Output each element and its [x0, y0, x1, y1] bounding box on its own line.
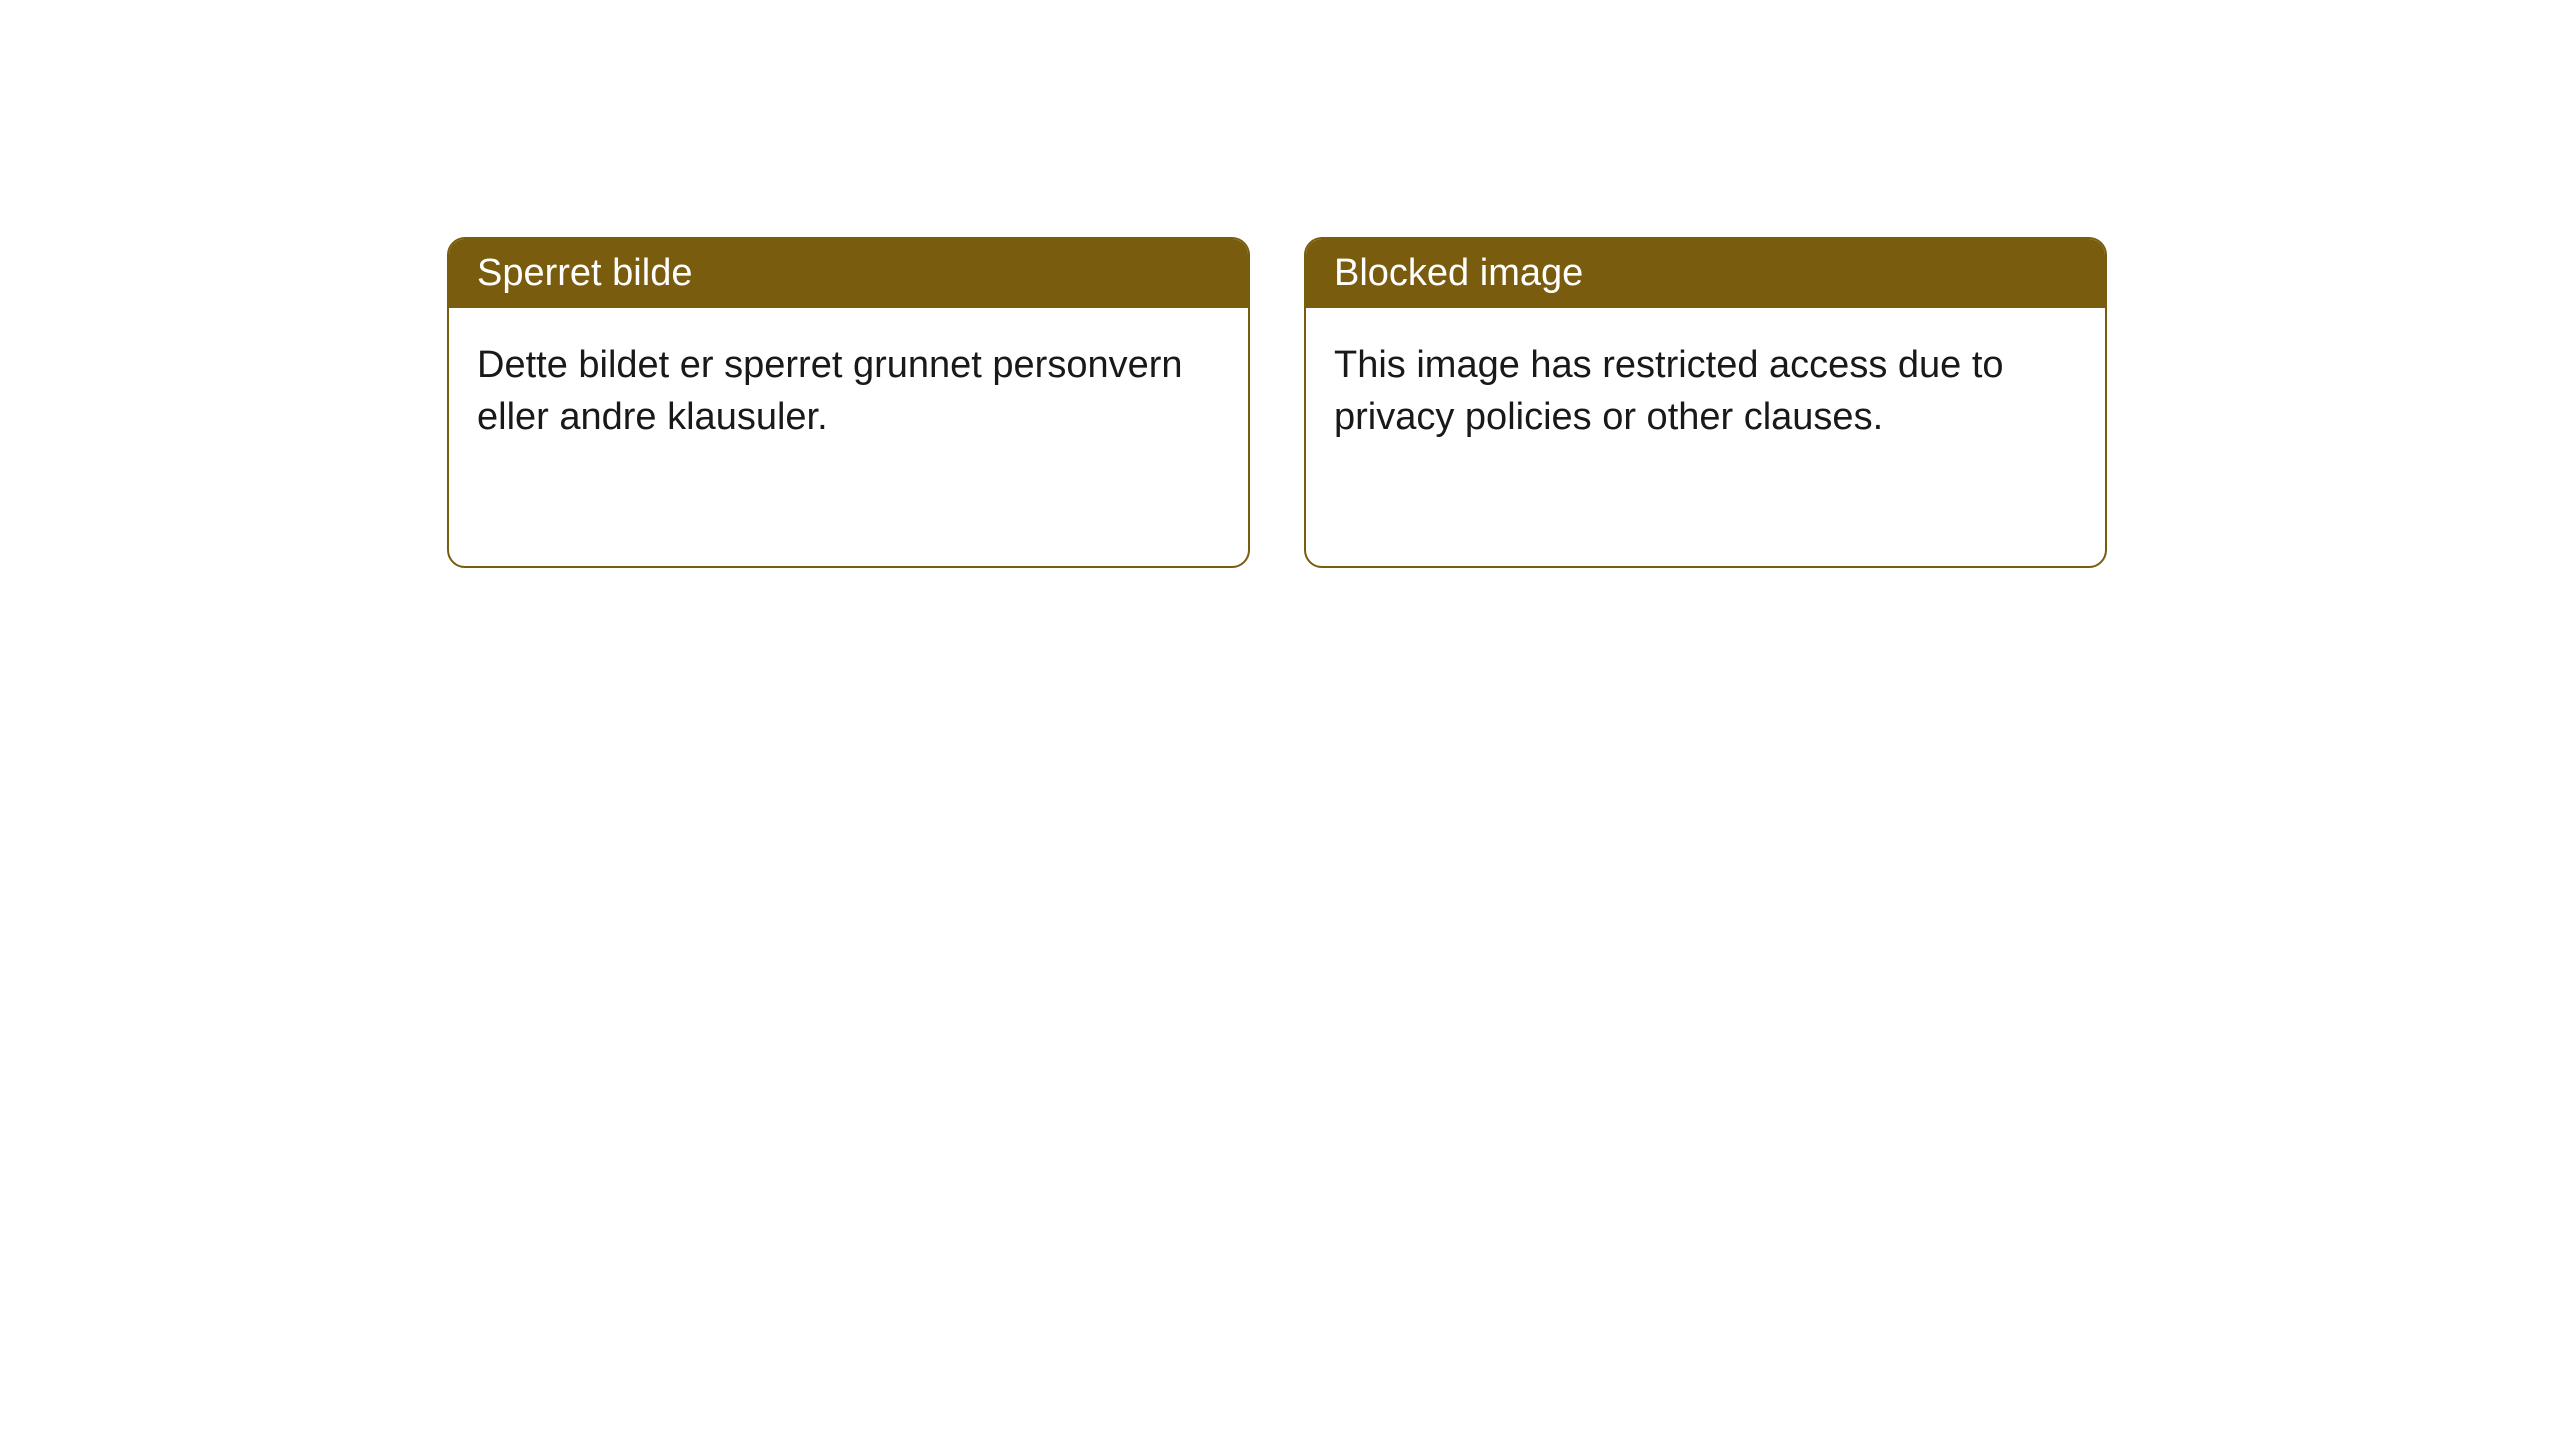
notice-card-english: Blocked image This image has restricted …: [1304, 237, 2107, 568]
card-title: Sperret bilde: [477, 252, 692, 294]
notice-cards-container: Sperret bilde Dette bildet er sperret gr…: [447, 237, 2107, 568]
card-header: Blocked image: [1306, 239, 2105, 308]
card-body: Dette bildet er sperret grunnet personve…: [449, 308, 1248, 566]
card-body: This image has restricted access due to …: [1306, 308, 2105, 566]
card-message: Dette bildet er sperret grunnet personve…: [477, 340, 1220, 443]
card-header: Sperret bilde: [449, 239, 1248, 308]
card-title: Blocked image: [1334, 252, 1583, 294]
card-message: This image has restricted access due to …: [1334, 340, 2077, 443]
notice-card-norwegian: Sperret bilde Dette bildet er sperret gr…: [447, 237, 1250, 568]
